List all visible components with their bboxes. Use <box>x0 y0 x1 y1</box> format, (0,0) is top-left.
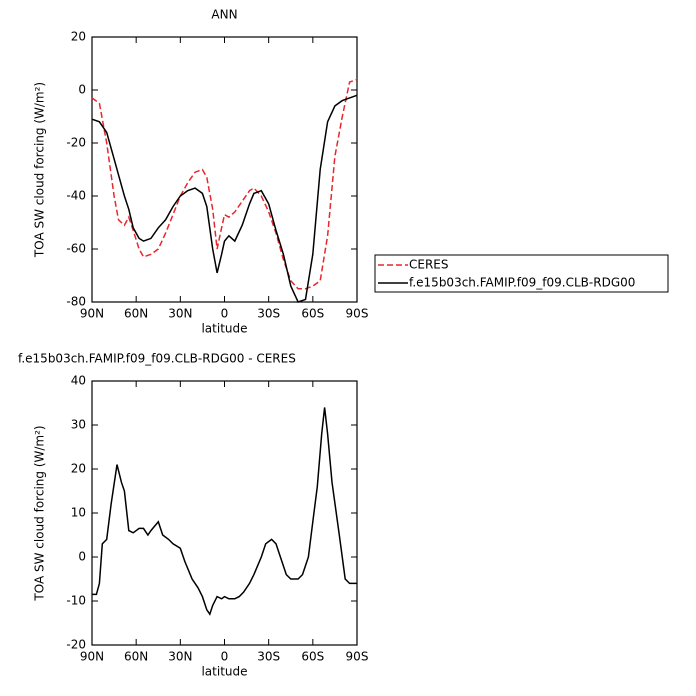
y-axis-label: TOA SW cloud forcing (W/m²) <box>33 425 47 601</box>
plot-frame <box>91 380 358 646</box>
x-tick-label: 30N <box>168 650 192 664</box>
data-line <box>91 94 358 303</box>
y-tick-label: 40 <box>71 374 86 388</box>
x-tick-label: 0 <box>221 307 229 321</box>
y-tick-label: -20 <box>66 638 86 652</box>
x-tick-label: 90S <box>346 307 369 321</box>
plot-frame <box>91 36 358 303</box>
y-tick-label: -60 <box>66 242 86 256</box>
data-line <box>92 407 357 616</box>
x-axis-label: latitude <box>201 322 247 336</box>
x-tick-label: 30S <box>257 650 280 664</box>
legend-label: CERES <box>409 258 449 272</box>
y-tick-label: -20 <box>66 136 86 150</box>
x-tick-label: 60S <box>301 307 324 321</box>
x-tick-label: 90N <box>80 307 104 321</box>
y-tick-label: 20 <box>71 462 86 476</box>
y-tick-label: 10 <box>71 506 86 520</box>
y-tick-label: 20 <box>71 30 86 44</box>
y-tick-label: -80 <box>66 295 86 309</box>
x-tick-label: 60N <box>124 307 148 321</box>
chart-title: f.e15b03ch.FAMIP.f09_f09.CLB-RDG00 - CER… <box>18 352 296 366</box>
y-tick-label: -10 <box>66 594 86 608</box>
x-tick-label: 0 <box>221 650 229 664</box>
y-tick-label: 0 <box>78 83 86 97</box>
y-axis-label: TOA SW cloud forcing (W/m²) <box>33 82 47 258</box>
x-tick-label: 60S <box>301 650 324 664</box>
x-tick-label: 30S <box>257 307 280 321</box>
y-tick-label: 30 <box>71 418 86 432</box>
data-line <box>91 78 358 290</box>
x-tick-label: 90N <box>80 650 104 664</box>
x-tick-label: 60N <box>124 650 148 664</box>
chart-title: ANN <box>211 8 237 22</box>
x-axis-label: latitude <box>201 665 247 679</box>
legend-box <box>374 254 669 293</box>
legend-label: f.e15b03ch.FAMIP.f09_f09.CLB-RDG00 <box>409 276 635 290</box>
y-tick-label: -40 <box>66 189 86 203</box>
x-tick-label: 90S <box>346 650 369 664</box>
x-tick-label: 30N <box>168 307 192 321</box>
y-tick-label: 0 <box>78 550 86 564</box>
